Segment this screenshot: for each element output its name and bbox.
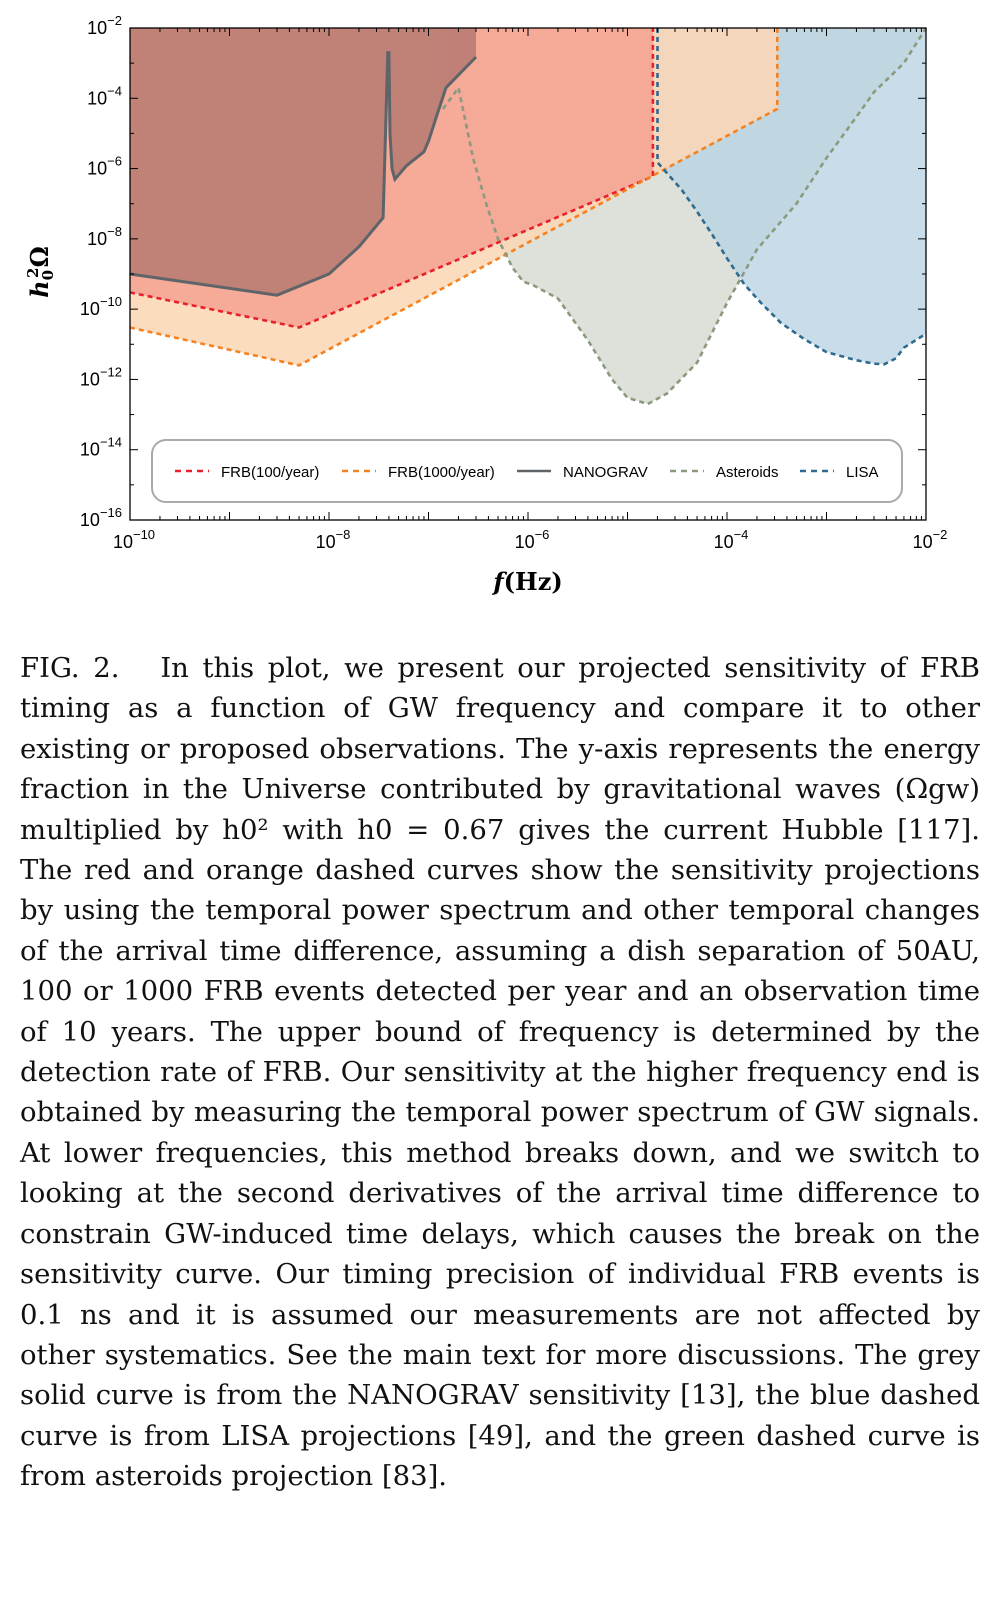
legend: FRB(100/year) FRB(1000/year) NANOGRAV Aster… xyxy=(151,439,903,503)
y-tick-label: 10−6 xyxy=(87,154,122,179)
nanograv-curve xyxy=(129,51,478,297)
y-tick-label: 10−8 xyxy=(87,224,122,249)
figure: 10−10 10−8 10−6 10−4 10−2 10−2 10−4 10−6 10−8 10−… xyxy=(0,0,997,640)
frb-100-year-curve xyxy=(129,28,655,329)
curves xyxy=(129,27,928,406)
x-tick-label: 10−4 xyxy=(714,527,749,552)
y-tick-label: 10−10 xyxy=(80,294,122,319)
y-tick-label: 10−2 xyxy=(87,13,122,38)
asteroids-curve xyxy=(441,27,928,406)
axis-titles: f(Hz) h02Ω xyxy=(24,246,563,596)
legend-label-lisa: LISA xyxy=(846,464,879,481)
lisa-curve xyxy=(656,28,927,366)
y-tick-label: 10−16 xyxy=(80,505,122,530)
y-tick-label: 10−4 xyxy=(87,83,122,108)
shaded-regions xyxy=(130,28,926,404)
caption-text: In this plot, we present our projected s… xyxy=(20,652,980,1493)
legend-label-frb-100-year: FRB(100/year) xyxy=(221,464,319,481)
figure-caption: FIG. 2. In this plot, we present our pro… xyxy=(20,648,980,1497)
legend-label-nanograv: NANOGRAV xyxy=(563,464,648,481)
x-axis-title: f(Hz) xyxy=(491,567,562,596)
legend-label-frb-1000-year: FRB(1000/year) xyxy=(388,464,495,481)
x-tick-label: 10−8 xyxy=(316,527,351,552)
y-axis-title: h02Ω xyxy=(24,246,57,298)
x-tick-label: 10−6 xyxy=(515,527,550,552)
x-tick-label: 10−10 xyxy=(113,527,155,552)
legend-label-asteroids: Asteroids xyxy=(716,464,779,481)
caption-label: FIG. 2. xyxy=(20,652,120,684)
y-tick-label: 10−12 xyxy=(80,364,122,389)
y-tick-label: 10−14 xyxy=(80,435,122,460)
axis-ticks: 10−10 10−8 10−6 10−4 10−2 10−2 10−4 10−6 10−8 10−… xyxy=(80,13,948,552)
x-tick-label: 10−2 xyxy=(913,527,948,552)
sensitivity-plot: 10−10 10−8 10−6 10−4 10−2 10−2 10−4 10−6 10−8 10−… xyxy=(24,13,948,596)
frb-1000-year-curve xyxy=(129,28,779,367)
